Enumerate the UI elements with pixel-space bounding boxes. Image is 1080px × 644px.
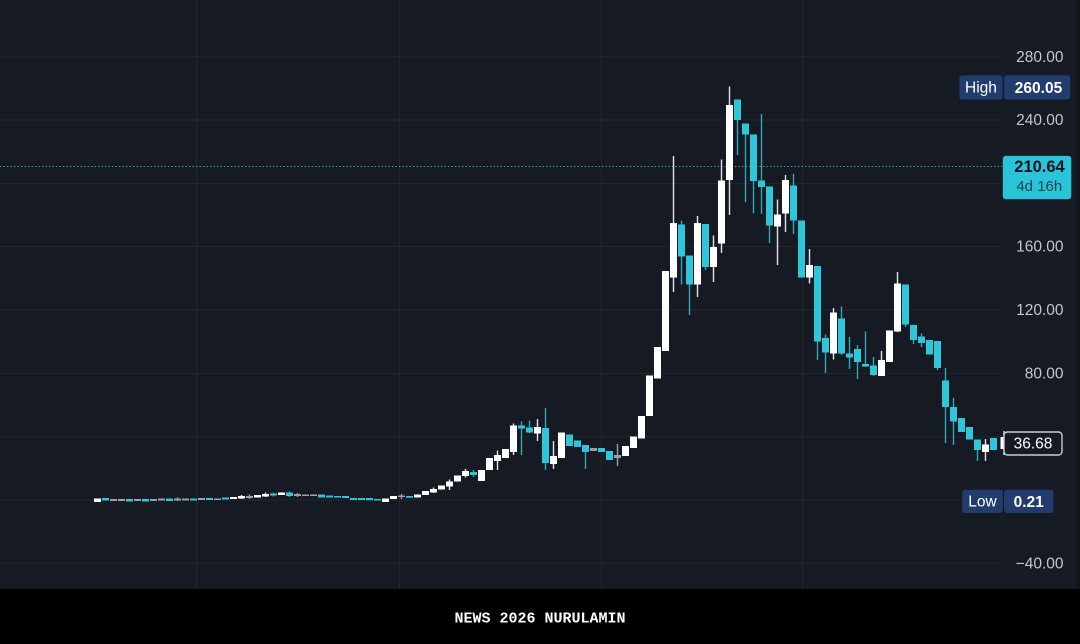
svg-text:−40.00: −40.00 <box>1016 556 1064 573</box>
svg-text:240.00: 240.00 <box>1016 112 1064 129</box>
svg-text:0.21: 0.21 <box>1014 494 1045 511</box>
svg-text:4d 16h: 4d 16h <box>1016 178 1062 195</box>
svg-text:120.00: 120.00 <box>1016 302 1064 319</box>
svg-text:210.64: 210.64 <box>1014 158 1065 176</box>
svg-text:80.00: 80.00 <box>1025 366 1064 383</box>
svg-text:NEWS 2026 NURULAMIN: NEWS 2026 NURULAMIN <box>454 611 625 628</box>
svg-text:280.00: 280.00 <box>1016 49 1064 66</box>
svg-text:160.00: 160.00 <box>1016 239 1064 256</box>
svg-text:260.05: 260.05 <box>1015 80 1063 97</box>
svg-text:36.68: 36.68 <box>1014 436 1053 453</box>
svg-text:Low: Low <box>968 494 997 511</box>
svg-text:High: High <box>965 80 997 97</box>
